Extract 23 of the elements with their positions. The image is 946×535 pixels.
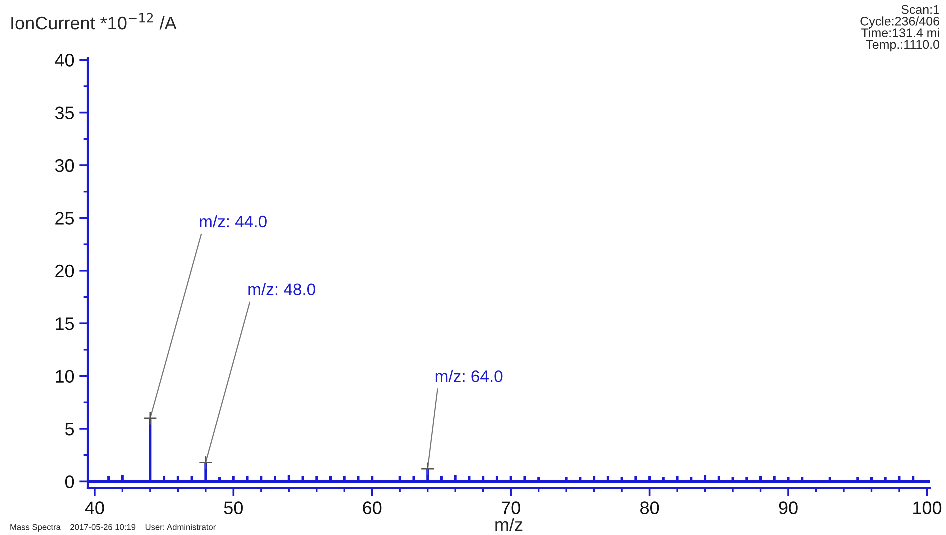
y-tick-label: 40 xyxy=(55,54,74,67)
y-tick-label: 5 xyxy=(65,423,74,436)
x-tick-label: 90 xyxy=(779,502,798,514)
x-tick-label: 50 xyxy=(224,502,243,514)
y-tick-label: 10 xyxy=(56,370,74,384)
annotation: m/z: 64.0 xyxy=(436,370,503,382)
annotation: m/z: 48.0 xyxy=(248,283,316,296)
x-tick-label: 70 xyxy=(502,502,520,514)
y-axis-title: IonCurrent *10$^{−12}$ /A xyxy=(12,13,177,30)
y-tick-label: 15 xyxy=(56,318,74,330)
y-tick-label: 0 xyxy=(65,476,74,488)
x-tick-label: 80 xyxy=(640,502,660,514)
x-axis-title: m/z xyxy=(496,518,523,532)
x-tick-label: 100 xyxy=(914,502,942,514)
y-tick-label: 20 xyxy=(56,264,74,278)
y-tick-label: 25 xyxy=(56,212,74,225)
y-tick-label: 35 xyxy=(55,106,74,120)
annotation: m/z: 44.0 xyxy=(200,215,267,228)
text: Scan:1 Cycle:236/406 Time:131.4 mi Temp.:1110.0 xyxy=(860,5,940,52)
x-tick-label: 40 xyxy=(85,502,104,514)
text: Mass Spectra 2017-05-26 10:19 User: Administrator xyxy=(10,524,216,532)
y-tick-label: 30 xyxy=(55,159,74,172)
x-tick-label: 60 xyxy=(363,502,382,514)
